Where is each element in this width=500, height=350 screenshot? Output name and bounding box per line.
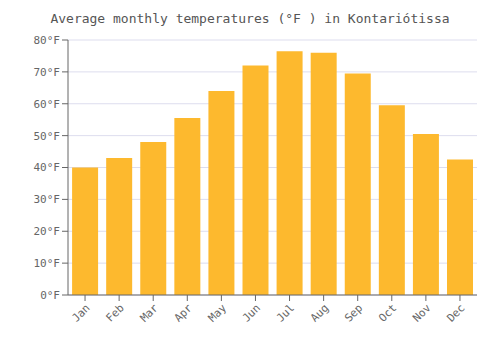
svg-text:Jul: Jul <box>274 301 297 324</box>
svg-text:50°F: 50°F <box>34 130 61 143</box>
svg-text:40°F: 40°F <box>34 161 61 174</box>
svg-text:Jan: Jan <box>69 301 92 324</box>
svg-text:60°F: 60°F <box>34 98 61 111</box>
svg-text:70°F: 70°F <box>34 66 61 79</box>
svg-text:Sep: Sep <box>342 301 365 324</box>
html-text:Average monthly temperatures (: Average monthly temperatures (°F ) in Ko… <box>50 11 450 26</box>
svg-text:30°F: 30°F <box>34 193 61 206</box>
svg-text:20°F: 20°F <box>34 225 61 238</box>
svg-text:Dec: Dec <box>444 301 467 324</box>
svg-text:Feb: Feb <box>104 301 127 324</box>
svg-text:Mar: Mar <box>138 301 162 325</box>
svg-text:80°F: 80°F <box>34 34 61 47</box>
svg-text:Oct: Oct <box>376 301 399 324</box>
svg-text:Apr: Apr <box>172 301 196 325</box>
svg-text:Aug: Aug <box>308 301 331 324</box>
svg-text:0°F: 0°F <box>40 289 60 302</box>
svg-text:Nov: Nov <box>410 301 434 325</box>
svg-text:10°F: 10°F <box>34 257 61 270</box>
svg-text:May: May <box>206 301 230 325</box>
svg-text:Jun: Jun <box>240 301 263 324</box>
